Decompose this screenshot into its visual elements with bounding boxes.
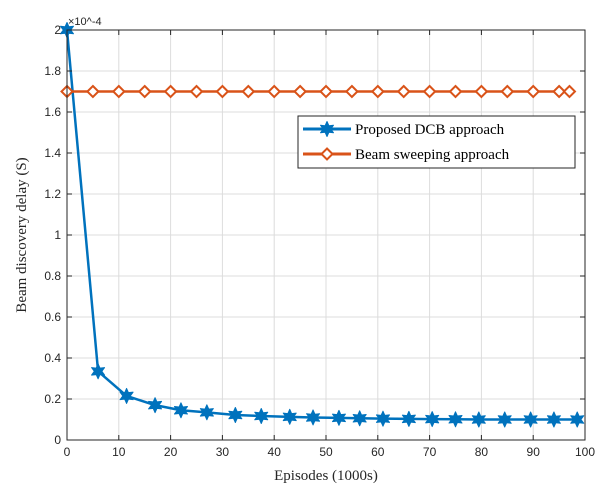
data-point-sweep <box>293 84 308 99</box>
legend: Proposed DCB approach Beam sweeping appr… <box>297 115 576 169</box>
x-axis-label: Episodes (1000s) <box>274 468 378 484</box>
y-axis-label: Beam discovery delay (S) <box>14 157 30 312</box>
y-tick-label: 1.2 <box>44 187 61 201</box>
data-point-sweep <box>552 84 567 99</box>
x-tick-label: 90 <box>527 445 541 459</box>
data-point-sweep <box>111 84 126 99</box>
data-point-dcb <box>523 411 538 428</box>
data-point-sweep <box>319 84 333 99</box>
data-point-dcb <box>119 387 134 404</box>
y-tick-label: 0.6 <box>44 310 61 324</box>
legend-marker-shape <box>320 147 334 161</box>
x-tick-label: 80 <box>475 445 489 459</box>
x-tick-label: 100 <box>575 445 595 459</box>
data-point-dcb <box>91 363 106 380</box>
x-tick-label: 50 <box>319 445 333 459</box>
legend-marker-sweep <box>320 147 334 161</box>
data-point-sweep <box>526 84 541 99</box>
data-point-sweep <box>241 84 256 99</box>
legend-marker-shape <box>320 121 334 137</box>
y-tick-label: 1.8 <box>44 64 61 78</box>
data-point-sweep <box>370 84 385 99</box>
data-point-sweep <box>85 84 100 99</box>
y-tick-label: 0 <box>54 433 61 447</box>
data-point-dcb <box>352 410 367 427</box>
y-tick-label: 0.2 <box>44 392 61 406</box>
tick-labels: 0 10 20 30 40 50 60 70 80 90 100 0 0.2 0.4 0.6 0.8 1 1.2 1… <box>44 23 595 459</box>
y-tick-label: 2 <box>54 23 61 37</box>
data-point-dcb <box>471 411 486 428</box>
data-point-sweep <box>215 84 230 99</box>
ticks <box>66 29 586 441</box>
x-tick-label: 30 <box>216 445 230 459</box>
data-point-dcb <box>570 411 585 428</box>
data-point-sweep <box>163 84 178 99</box>
data-point-sweep <box>267 84 282 99</box>
y-tick-label: 1 <box>54 228 61 242</box>
legend-label-sweep: Beam sweeping approach <box>355 147 510 163</box>
x-tick-label: 20 <box>164 445 178 459</box>
data-point-sweep <box>344 84 359 99</box>
x-tick-label: 0 <box>64 445 71 459</box>
series-group <box>60 22 585 428</box>
legend-box <box>297 115 576 169</box>
data-point-dcb <box>448 411 463 428</box>
data-point-dcb <box>401 410 416 427</box>
data-point-sweep <box>500 84 515 99</box>
data-point-sweep <box>448 84 463 99</box>
data-point-dcb <box>173 402 188 419</box>
x-tick-label: 70 <box>423 445 437 459</box>
y-exponent-label: ×10^-4 <box>68 16 102 28</box>
data-point-dcb <box>199 404 214 421</box>
y-tick-label: 1.6 <box>44 105 61 119</box>
data-point-dcb <box>546 411 561 428</box>
data-point-dcb <box>306 409 321 426</box>
data-point-sweep <box>137 84 152 99</box>
y-tick-label: 0.4 <box>44 351 61 365</box>
data-point-dcb <box>497 411 512 428</box>
data-point-sweep <box>189 84 204 99</box>
data-point-sweep <box>562 84 577 99</box>
data-point-sweep <box>474 84 489 99</box>
x-tick-label: 40 <box>268 445 282 459</box>
data-point-dcb <box>375 410 390 427</box>
data-point-dcb <box>254 408 269 425</box>
y-tick-label: 1.4 <box>44 146 61 160</box>
data-point-dcb <box>425 411 440 428</box>
data-point-dcb <box>228 406 243 423</box>
data-point-dcb <box>148 397 163 414</box>
y-exponent-text: ×10^-4 <box>68 16 102 28</box>
data-point-dcb <box>331 409 346 426</box>
data-point-sweep <box>396 84 411 99</box>
x-tick-label: 10 <box>112 445 126 459</box>
legend-marker-dcb <box>320 121 334 137</box>
legend-label-dcb: Proposed DCB approach <box>355 122 505 138</box>
y-tick-label: 0.8 <box>44 269 61 283</box>
x-tick-label: 60 <box>371 445 385 459</box>
data-point-dcb <box>282 408 297 425</box>
data-point-sweep <box>422 84 437 99</box>
